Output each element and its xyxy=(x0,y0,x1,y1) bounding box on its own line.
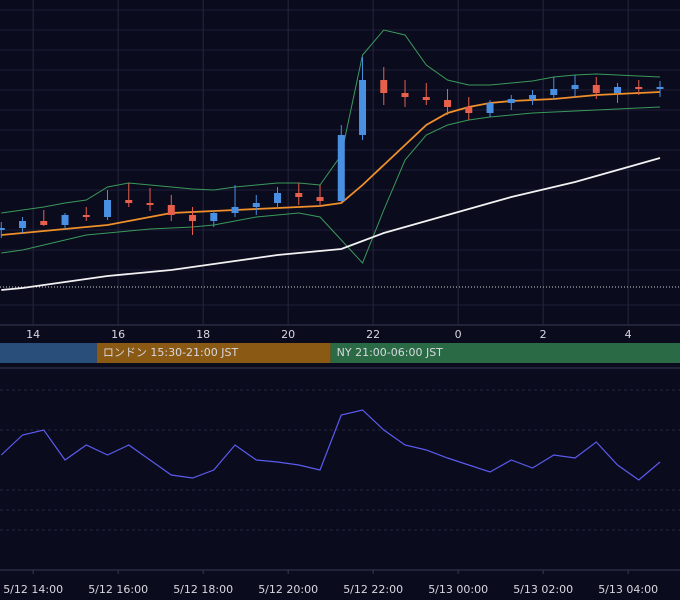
x-tick-label: 18 xyxy=(196,328,210,341)
candle-body xyxy=(359,80,367,135)
candle-body xyxy=(592,85,600,93)
x-tick-label: 5/12 20:00 xyxy=(258,583,318,596)
candle-body xyxy=(82,215,90,217)
session-label: NY 21:00-06:00 JST xyxy=(337,346,444,359)
session-band xyxy=(0,343,97,363)
x-tick-label: 5/13 00:00 xyxy=(428,583,488,596)
candle-body xyxy=(274,193,282,203)
x-tick-label: 5/12 16:00 xyxy=(88,583,148,596)
x-tick-label: 5/13 04:00 xyxy=(598,583,658,596)
indicator-line xyxy=(1,106,661,264)
candle-body xyxy=(316,197,324,201)
candle-body xyxy=(656,87,664,89)
candle-body xyxy=(104,200,112,217)
indicator-line xyxy=(1,91,661,236)
candle-body xyxy=(635,87,643,89)
candle-body xyxy=(550,89,558,95)
candle-body xyxy=(444,100,452,107)
candle-body xyxy=(19,221,27,228)
candle-body xyxy=(380,80,388,93)
candle-body xyxy=(486,103,494,113)
indicator-line xyxy=(1,157,661,291)
candle-body xyxy=(571,85,579,89)
x-tick-label: 0 xyxy=(455,328,462,341)
oscillator-line xyxy=(0,409,661,481)
session-label: ロンドン 15:30-21:00 JST xyxy=(103,346,239,359)
candle-body xyxy=(167,205,175,215)
candle-body xyxy=(0,228,5,230)
candle-body xyxy=(295,193,303,197)
x-tick-label: 14 xyxy=(26,328,40,341)
candle-body xyxy=(401,93,409,97)
candle-body xyxy=(40,221,48,225)
x-tick-label: 5/12 14:00 xyxy=(3,583,63,596)
x-tick-label: 5/12 22:00 xyxy=(343,583,403,596)
candle-body xyxy=(529,95,537,99)
x-tick-label: 16 xyxy=(111,328,125,341)
x-tick-label: 22 xyxy=(366,328,380,341)
x-tick-label: 5/13 02:00 xyxy=(513,583,573,596)
candle-body xyxy=(507,99,515,103)
x-tick-label: 20 xyxy=(281,328,295,341)
candle-body xyxy=(189,215,197,221)
candle-body xyxy=(61,215,69,225)
x-tick-label: 5/12 18:00 xyxy=(173,583,233,596)
candle-body xyxy=(210,213,218,221)
candle-body xyxy=(146,203,154,205)
candle-body xyxy=(252,203,260,207)
candle-body xyxy=(614,87,622,93)
candle-body xyxy=(231,207,239,213)
candle-body xyxy=(125,200,133,203)
x-tick-label: 4 xyxy=(625,328,632,341)
session-band xyxy=(96,343,331,363)
session-band xyxy=(330,343,680,363)
x-tick-label: 2 xyxy=(540,328,547,341)
candle-body xyxy=(465,107,473,113)
candle-body xyxy=(337,135,345,201)
candle-body xyxy=(422,97,430,100)
indicator-line xyxy=(1,29,661,214)
